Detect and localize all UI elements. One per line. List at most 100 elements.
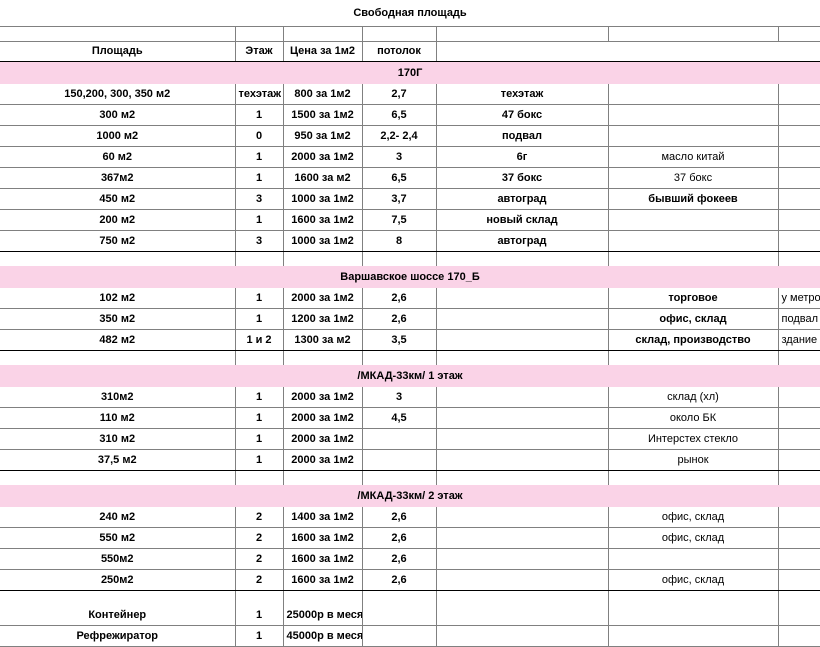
cell-note2	[608, 625, 779, 647]
column-header-note2	[608, 41, 778, 62]
cell-area: Контейнер	[0, 605, 235, 626]
column-header-note1	[436, 41, 608, 62]
cell-price: 800 за 1м2	[283, 84, 363, 105]
cell-area: 310м2	[0, 387, 235, 408]
cell-price: 1200 за 1м2	[283, 308, 363, 330]
table-row: Контейнер 1 25000р в месяц	[0, 605, 820, 626]
cell-floor: 1	[234, 387, 284, 408]
table-row: 550м2 2 1600 за 1м2 2,6	[0, 548, 820, 570]
cell-price: 1600 за 1м2	[283, 569, 363, 591]
cell-area: 1000 м2	[0, 125, 235, 147]
cell-price: 1000 за 1м2	[283, 230, 363, 252]
cell-price: 2000 за 1м2	[283, 407, 363, 429]
cell-note3	[778, 146, 820, 168]
cell-floor: 1	[234, 146, 284, 168]
cell-floor: 2	[234, 527, 284, 549]
cell-note3	[778, 230, 820, 252]
cell-ceiling	[362, 625, 437, 647]
cell-area: 150,200, 300, 350 м2	[0, 84, 235, 105]
spacer-cell-2-3	[362, 470, 437, 485]
cell-ceiling: 2,6	[362, 527, 437, 549]
cell-note2: офис, склад	[608, 308, 779, 330]
cell-floor: 1	[234, 407, 284, 429]
spacer-cell-0-2	[283, 251, 363, 266]
column-header-ceiling: потолок	[362, 41, 437, 62]
cell-ceiling: 4,5	[362, 407, 437, 429]
spacer-cell-5	[608, 26, 779, 42]
cell-note3	[778, 625, 820, 647]
table-row: 750 м2 3 1000 за 1м2 8 автоград	[0, 230, 820, 252]
cell-floor: 1	[234, 209, 284, 231]
cell-area: 350 м2	[0, 308, 235, 330]
cell-ceiling: 3,7	[362, 188, 437, 210]
table-row: 450 м2 3 1000 за 1м2 3,7 автоград бывший фоке…	[0, 188, 820, 210]
cell-note2	[608, 548, 779, 570]
cell-area: 110 м2	[0, 407, 235, 429]
cell-note3: у метро	[778, 288, 820, 309]
cell-note2	[608, 230, 779, 252]
cell-floor: 1	[234, 625, 284, 647]
cell-ceiling: 3,5	[362, 329, 437, 351]
table-row: 110 м2 1 2000 за 1м2 4,5 около БК	[0, 407, 820, 429]
cell-note3: подвал	[778, 308, 820, 330]
cell-note3	[778, 428, 820, 450]
cell-note3	[778, 548, 820, 570]
cell-ceiling: 2,7	[362, 84, 437, 105]
spacer-cell-2-5	[608, 470, 779, 485]
cell-ceiling: 2,6	[362, 507, 437, 528]
cell-ceiling: 2,2- 2,4	[362, 125, 437, 147]
spacer-cell-0	[0, 26, 235, 42]
cell-note3	[778, 527, 820, 549]
cell-note2	[608, 84, 779, 105]
cell-note2	[608, 104, 779, 126]
spacer-row	[0, 350, 820, 365]
cell-note1	[436, 449, 609, 471]
column-header-area: Площадь	[0, 41, 235, 62]
cell-note2: бывший фокеев	[608, 188, 779, 210]
cell-ceiling: 2,6	[362, 308, 437, 330]
table-row: 350 м2 1 1200 за 1м2 2,6 офис, склад подвал	[0, 308, 820, 330]
cell-note2: Интерстех стекло	[608, 428, 779, 450]
table-row: 102 м2 1 2000 за 1м2 2,6 торговое у метро	[0, 288, 820, 309]
cell-price: 1500 за 1м2	[283, 104, 363, 126]
table-row: 37,5 м2 1 2000 за 1м2 рынок	[0, 449, 820, 471]
cell-area: 367м2	[0, 167, 235, 189]
table-row: 310м2 1 2000 за 1м2 3 склад (хл)	[0, 387, 820, 408]
cell-price: 1600 за 1м2	[283, 527, 363, 549]
cell-note1	[436, 605, 609, 626]
cell-area: 37,5 м2	[0, 449, 235, 471]
cell-note2	[608, 209, 779, 231]
cell-floor: 1 и 2	[234, 329, 284, 351]
cell-floor: 2	[234, 548, 284, 570]
cell-note3	[778, 209, 820, 231]
spacer-cell-2-1	[234, 470, 284, 485]
cell-note1	[436, 507, 609, 528]
cell-note1: техэтаж	[436, 84, 609, 105]
cell-price: 1600 за 1м2	[283, 548, 363, 570]
title-row: Свободная площадь	[0, 0, 820, 27]
cell-note1	[436, 387, 609, 408]
cell-area: 240 м2	[0, 507, 235, 528]
table-row: 310 м2 1 2000 за 1м2 Интерстех стекло	[0, 428, 820, 450]
spacer-cell-3-5	[608, 590, 779, 605]
cell-note2: 37 бокс	[608, 167, 779, 189]
page-title: Свободная площадь	[353, 6, 467, 19]
cell-note3	[778, 104, 820, 126]
cell-ceiling: 6,5	[362, 104, 437, 126]
table-row: 550 м2 2 1600 за 1м2 2,6 офис, склад	[0, 527, 820, 549]
cell-floor: 3	[234, 230, 284, 252]
spacer-cell-0-1	[234, 251, 284, 266]
cell-price: 1000 за 1м2	[283, 188, 363, 210]
cell-area: 310 м2	[0, 428, 235, 450]
cell-price: 2000 за 1м2	[283, 387, 363, 408]
cell-note1: автоград	[436, 230, 609, 252]
spacer-cell-3-0	[0, 591, 235, 606]
cell-note2: офис, склад	[608, 507, 779, 528]
cell-area: 482 м2	[0, 329, 235, 351]
section-header-row: /МКАД-33км/ 1 этаж	[0, 365, 820, 387]
cell-area: 550 м2	[0, 527, 235, 549]
cell-note1	[436, 329, 609, 351]
cell-price: 2000 за 1м2	[283, 288, 363, 309]
